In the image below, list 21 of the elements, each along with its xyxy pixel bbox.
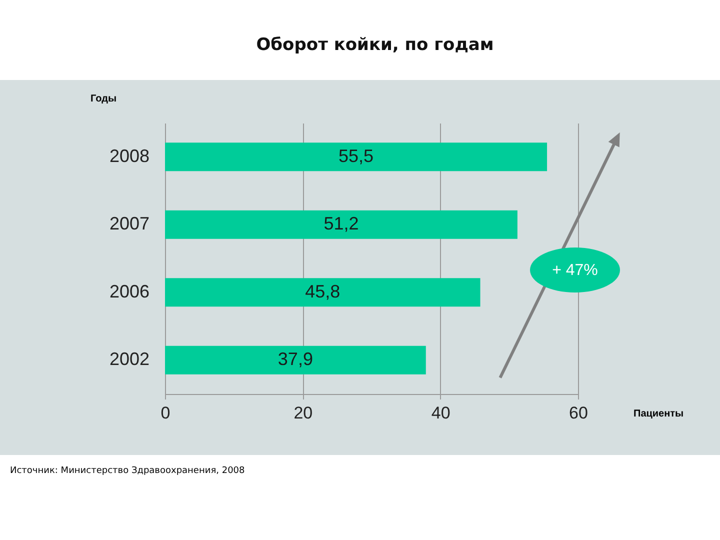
data-label: 55,5 bbox=[338, 146, 374, 166]
y-tick-label: 2006 bbox=[109, 281, 150, 302]
text: Источник: Министерство Здравоохранения, 2008 bbox=[10, 466, 246, 476]
bar bbox=[165, 210, 518, 239]
data-label: 37,9 bbox=[278, 349, 313, 370]
y-axis-title: Годы bbox=[90, 94, 117, 104]
x-tick-label: 0 bbox=[160, 404, 170, 422]
data-label: 45,8 bbox=[305, 281, 340, 302]
data-label: 51,2 bbox=[324, 214, 359, 234]
x-tick-label: 60 bbox=[569, 404, 588, 422]
bar bbox=[165, 346, 426, 374]
x-axis-title: Пациенты bbox=[634, 408, 684, 420]
bar bbox=[165, 278, 480, 307]
y-tick-label: 2002 bbox=[109, 349, 150, 370]
y-tick-label: 2008 bbox=[109, 146, 150, 166]
x-tick-label: 20 bbox=[294, 404, 313, 422]
bar bbox=[165, 142, 548, 172]
chart-title: Оборот койки, по годам bbox=[256, 35, 494, 55]
x-tick-label: 40 bbox=[431, 404, 450, 422]
y-tick-label: 2007 bbox=[109, 214, 150, 234]
annotation: + 47% bbox=[552, 262, 598, 279]
